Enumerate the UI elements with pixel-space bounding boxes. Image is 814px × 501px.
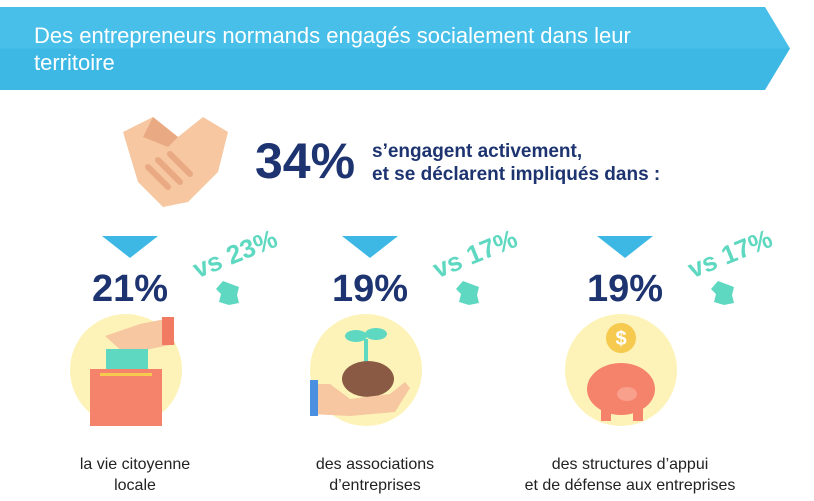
triangle-marker-icon: [342, 236, 398, 258]
stat-percent: 21%: [91, 268, 169, 310]
comparison-label: vs 17%: [683, 223, 777, 285]
comparison-label: vs 23%: [188, 223, 282, 285]
caption-line1: des associations: [315, 456, 435, 473]
caption-line1: des structures d’appui: [551, 456, 709, 473]
caption: des associations d’entreprises: [260, 454, 490, 496]
caption-line2: locale: [114, 477, 156, 494]
piggy-bank-icon: $: [565, 314, 677, 426]
header-banner: [0, 7, 790, 90]
comparison-label: vs 17%: [428, 223, 522, 285]
plant-in-hand-icon: [310, 314, 422, 426]
caption-line2: et de défense aux entreprises: [524, 477, 736, 494]
headline-percent: 34%: [255, 133, 356, 189]
caption: la vie citoyenne locale: [20, 454, 250, 496]
headline-text: s’engagent activement, et se déclarent i…: [372, 140, 660, 186]
stat-percent: 19%: [331, 268, 409, 310]
page-title: Des entrepreneurs normands engagés socia…: [34, 23, 631, 75]
headline-line1: s’engagent activement,: [372, 141, 583, 162]
caption-line2: d’entreprises: [329, 477, 421, 494]
handshake-icon: [123, 117, 228, 207]
triangle-marker-icon: [102, 236, 158, 258]
headline-line2: et se déclarent impliqués dans :: [372, 164, 661, 185]
triangle-marker-icon: [597, 236, 653, 258]
svg-text:$: $: [615, 328, 626, 350]
france-map-icon: [456, 281, 479, 305]
ballot-box-icon: [70, 314, 182, 426]
caption: des structures d’appui et de défense aux …: [515, 454, 745, 496]
france-map-icon: [711, 281, 734, 305]
caption-line1: la vie citoyenne: [79, 456, 191, 473]
france-map-icon: [216, 281, 239, 305]
stat-percent: 19%: [586, 268, 664, 310]
